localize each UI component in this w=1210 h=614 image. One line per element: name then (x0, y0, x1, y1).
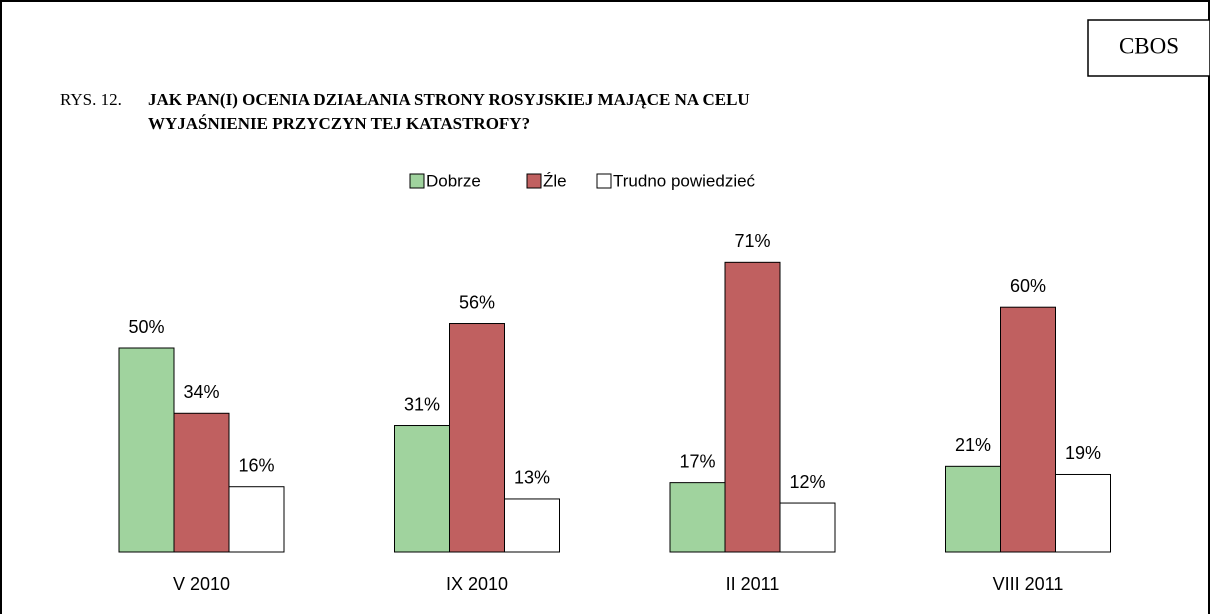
figure-label: RYS. 12. (60, 90, 122, 109)
x-tick-label: VIII 2011 (993, 574, 1064, 594)
bar (394, 425, 450, 553)
x-tick-label: V 2010 (173, 574, 230, 594)
data-label: 71% (734, 231, 770, 251)
bar (228, 486, 285, 553)
bar (945, 465, 1001, 553)
brand-box (1087, 19, 1210, 77)
data-label: 60% (1010, 276, 1046, 296)
legend-label: Trudno powiedzieć (613, 171, 756, 190)
bar (504, 498, 560, 553)
brand: CBOS (1119, 33, 1179, 58)
data-label: 56% (459, 292, 495, 312)
bar (118, 347, 175, 553)
data-label: 34% (183, 382, 219, 402)
bar (1000, 306, 1056, 553)
legend-swatch (409, 173, 425, 189)
data-label: 13% (514, 468, 550, 488)
x-tick-label: II 2011 (726, 574, 780, 594)
bar (449, 323, 505, 553)
legend-label: Dobrze (426, 171, 481, 190)
x-tick-label: IX 2010 (446, 574, 508, 594)
data-label: 19% (1065, 443, 1101, 463)
data-label: 17% (679, 451, 715, 471)
data-label: 50% (128, 317, 164, 337)
bar (724, 261, 781, 553)
bar (669, 482, 726, 553)
chart-title: JAK PAN(I) OCENIA DZIAŁANIA STRONY ROSYJ… (148, 90, 750, 109)
chart-title: WYJAŚNIENIE PRZYCZYN TEJ KATASTROFY? (148, 114, 530, 133)
bar (779, 502, 836, 553)
legend-swatch (526, 173, 542, 189)
legend-swatch (596, 173, 612, 189)
bar (173, 412, 230, 553)
data-label: 12% (789, 472, 825, 492)
data-label: 31% (404, 394, 440, 414)
legend-label: Źle (543, 171, 567, 190)
data-label: 21% (955, 435, 991, 455)
data-label: 16% (238, 455, 274, 475)
bar (1055, 473, 1111, 553)
